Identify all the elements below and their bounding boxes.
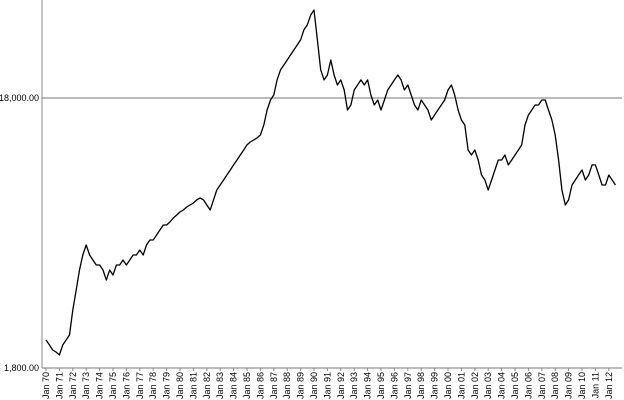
x-tick-label: Jan 74 [95,372,105,399]
x-tick-label: Jan 88 [282,372,292,399]
x-tick-label: Jan 80 [175,372,185,399]
x-tick-label: Jan 06 [523,372,533,399]
x-tick-label: Jan 85 [242,372,252,399]
x-tick-label: Jan 12 [604,372,614,399]
x-tick-label: Jan 71 [54,372,64,399]
x-tick-label: Jan 97 [403,372,413,399]
x-tick-label: Jan 96 [389,372,399,399]
x-tick-label: Jan 76 [121,372,131,399]
x-tick-label: Jan 81 [188,372,198,399]
line [45,9,617,356]
x-tick-label: Jan 93 [349,372,359,399]
x-tick-label: Jan 08 [550,372,560,399]
x-tick-label: Jan 10 [577,372,587,399]
x-tick-label: Jan 00 [443,372,453,399]
x-tick-label: Jan 98 [416,372,426,399]
x-tick-label: Jan 87 [269,372,279,399]
x-tick-label: Jan 78 [148,372,158,399]
x-tick-label: Jan 03 [483,372,493,399]
x-tick-label: Jan 70 [41,372,51,399]
x-tick-label: Jan 92 [336,372,346,399]
x-tick-label: Jan 86 [255,372,265,399]
x-tick-label: Jan 09 [564,372,574,399]
x-tick-label: Jan 77 [135,372,145,399]
x-tick-label: Jan 94 [363,372,373,399]
x-tick-label: Jan 79 [162,372,172,399]
x-tick-label: Jan 04 [497,372,507,399]
x-tick-label: Jan 82 [202,372,212,399]
x-tick-label: Jan 07 [537,372,547,399]
x-tick-label: Jan 90 [309,372,319,399]
x-tick-label: Jan 91 [322,372,332,399]
x-tick-label: Jan 05 [510,372,520,399]
x-tick-label: Jan 11 [590,372,600,398]
x-tick-label: Jan 72 [68,372,78,399]
x-tick-label: Jan 02 [470,372,480,399]
x-tick-label: Jan 75 [108,372,118,399]
x-tick-label: Jan 01 [456,372,466,399]
x-tick-label: Jan 73 [81,372,91,399]
x-tick-label: Jan 95 [376,372,386,399]
x-tick-label: Jan 83 [215,372,225,399]
y-tick-label: 1,800.00 [4,363,39,373]
x-tick-label: Jan 84 [229,372,239,399]
x-tick-label: Jan 99 [430,372,440,399]
y-tick-label: 18,000.00 [0,93,39,103]
x-tick-label: Jan 89 [296,372,306,399]
